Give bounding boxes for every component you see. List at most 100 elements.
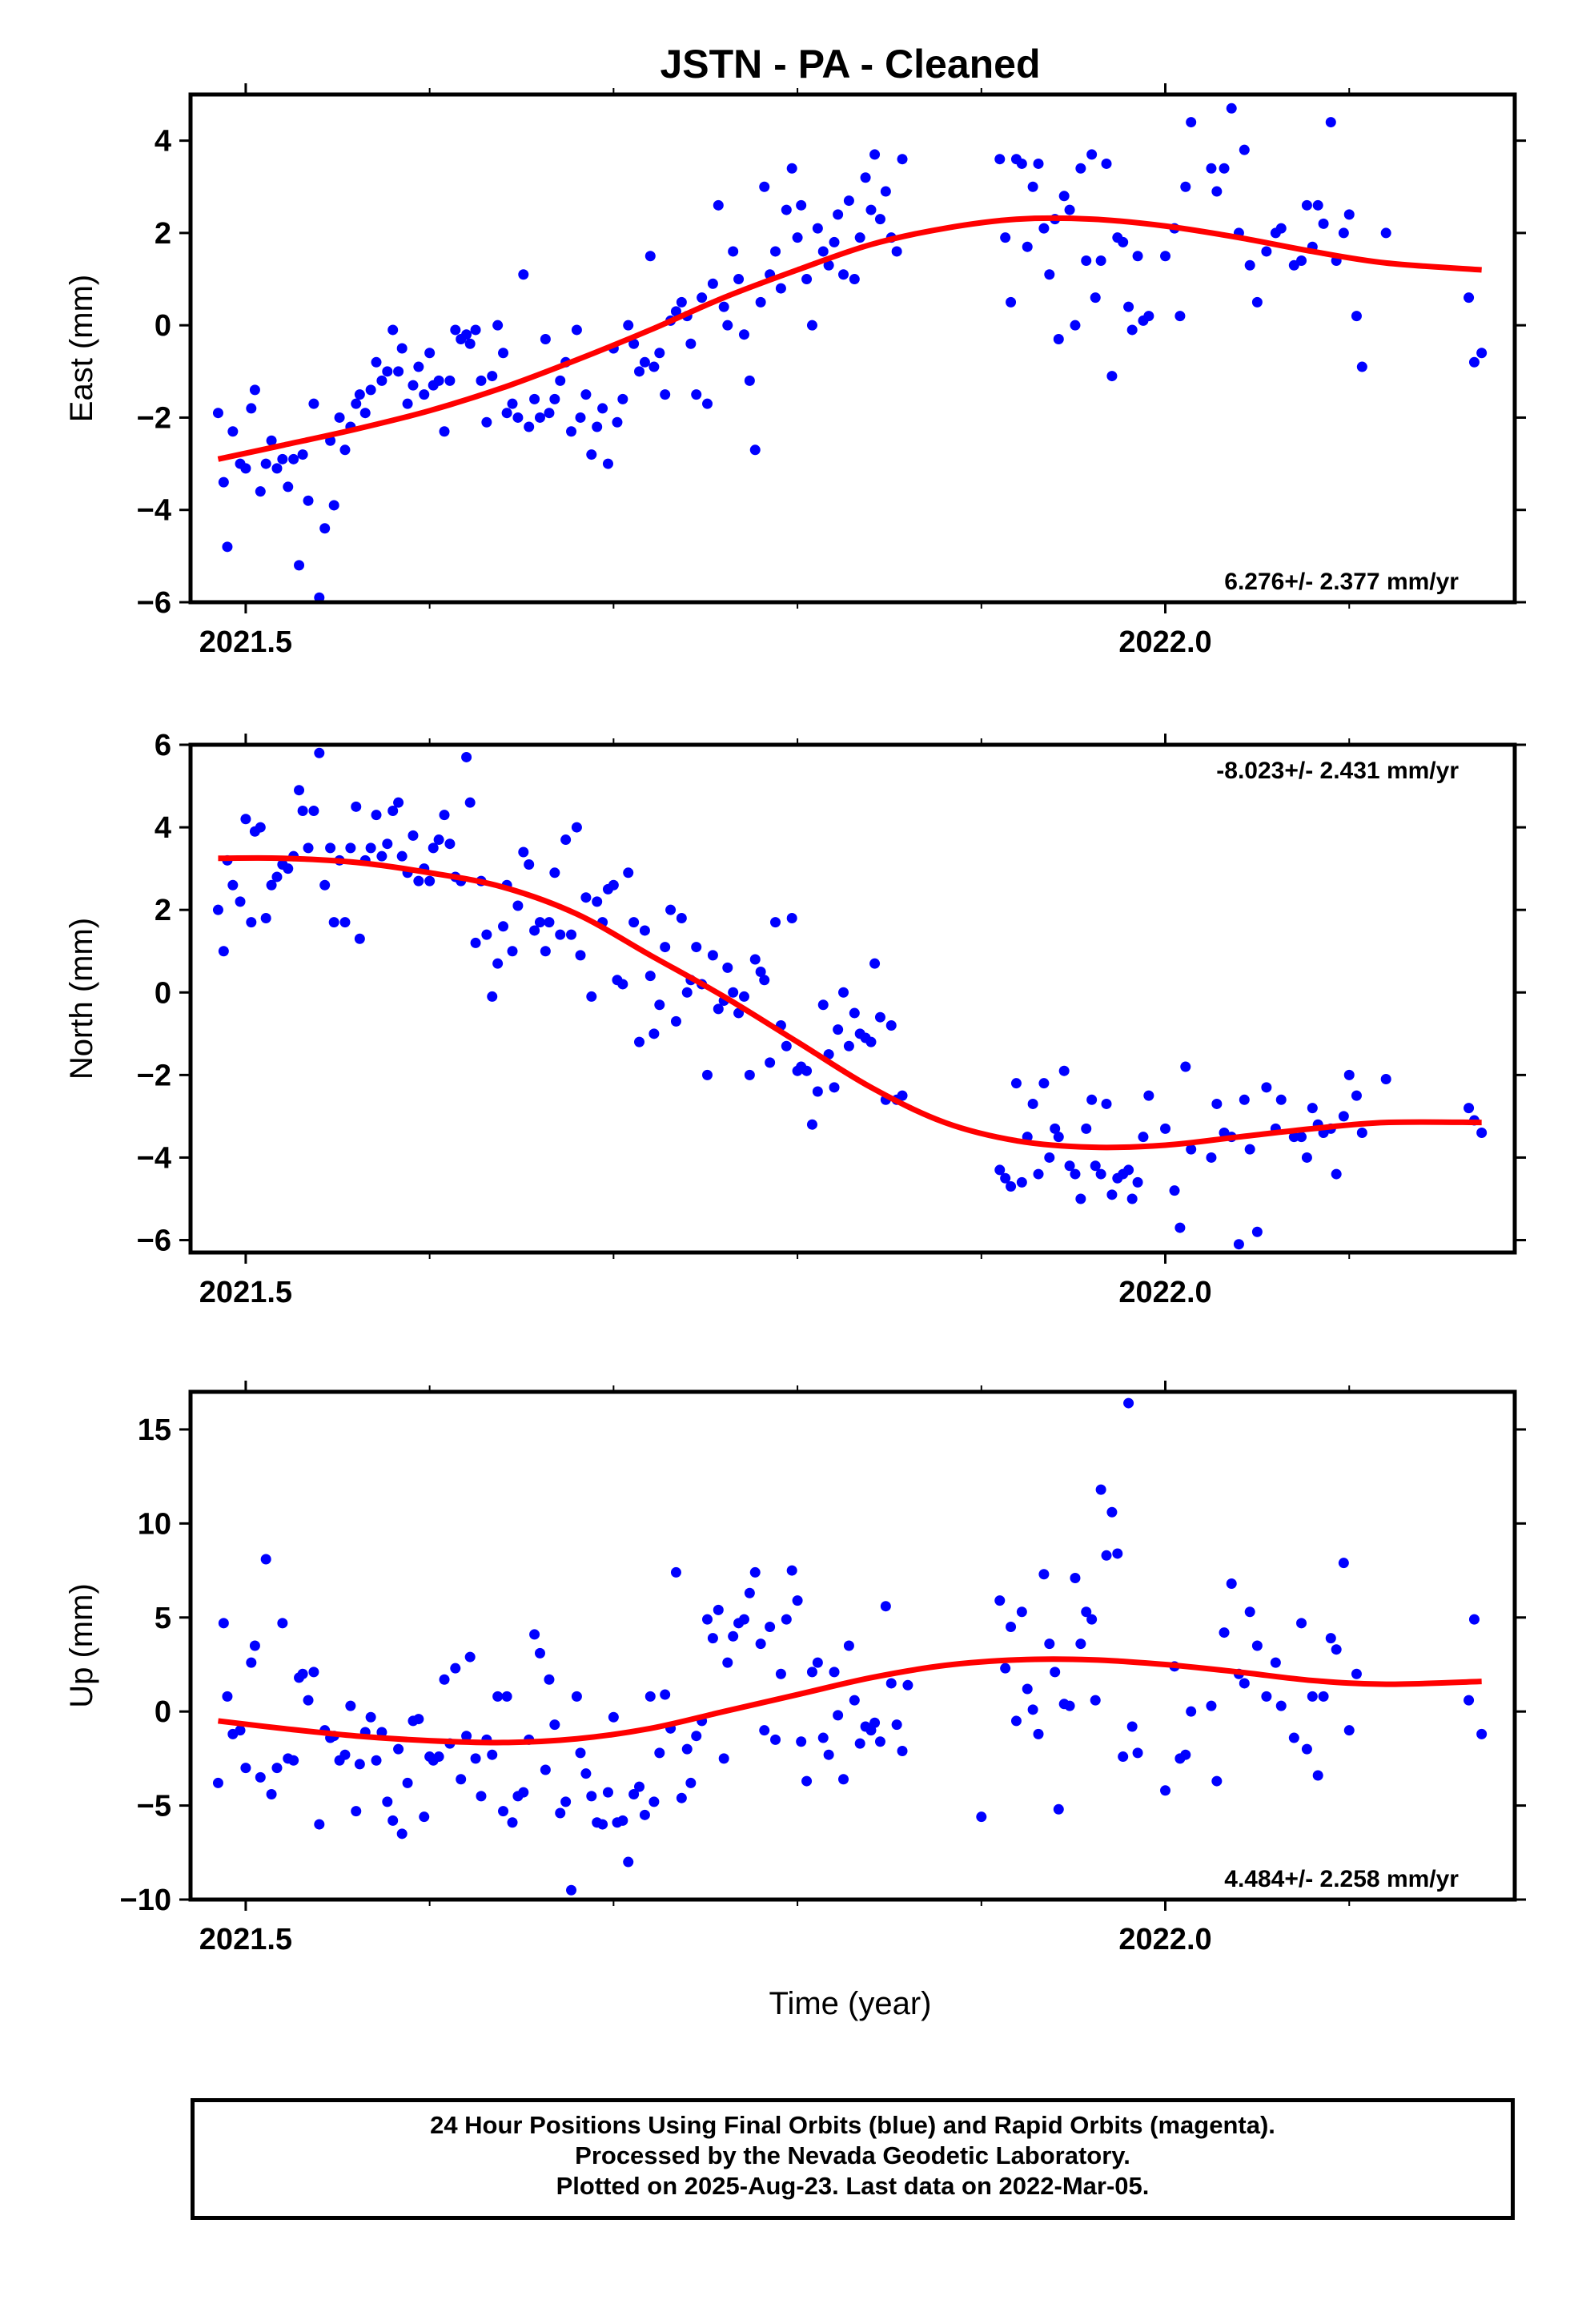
fit-curve [217,215,1482,462]
data-point [749,954,761,965]
data-point [518,1787,529,1798]
data-point [1006,1181,1017,1192]
data-point [246,1657,257,1668]
data-point [1261,1082,1272,1093]
data-point [222,541,233,553]
data-point [874,1736,885,1747]
data-point [1112,1548,1123,1559]
data-point [555,1807,566,1819]
data-point [498,348,509,359]
data-point [365,1711,376,1723]
data-point [823,1749,834,1760]
data-point [1106,371,1118,382]
data-point [354,1759,365,1770]
data-point [212,904,223,915]
data-point [354,389,365,400]
data-point [994,154,1006,165]
data-point [1081,1123,1092,1134]
data-point [351,801,362,812]
data-point [461,751,472,762]
data-point [481,416,492,428]
data-point [1132,1176,1143,1188]
data-point [644,971,656,982]
data-point [586,1791,597,1802]
data-point [255,486,266,497]
data-point [1343,209,1355,220]
data-point [1016,1606,1027,1618]
data-point [843,1640,854,1651]
data-point [749,444,761,456]
data-point [345,842,356,854]
data-point [644,1691,656,1702]
data-point [854,232,865,243]
data-point [1468,1614,1480,1625]
data-point [713,1003,724,1015]
data-point [1211,1775,1223,1787]
y-tick-label: 0 [155,1695,171,1729]
data-point [476,1791,487,1802]
data-point [786,163,797,174]
data-point [843,1040,854,1051]
data-point [1075,163,1086,174]
data-point [1095,255,1106,266]
data-point [897,1745,908,1756]
data-point [1081,255,1092,266]
data-point [849,1007,860,1019]
y-tick-label: 2 [155,217,171,251]
data-point [792,1595,803,1606]
data-point [439,1674,450,1685]
data-point [1050,1123,1061,1134]
data-point [1033,1728,1044,1739]
data-point [1000,1663,1011,1674]
data-point [1296,255,1307,266]
data-point [628,917,640,928]
data-point [1301,1152,1312,1163]
data-point [586,991,597,1002]
data-point [555,375,566,386]
data-point [308,398,319,409]
data-point [487,371,498,382]
data-point [319,523,331,534]
data-point [1356,361,1367,372]
data-point [1331,1644,1342,1655]
data-point [339,1749,351,1760]
data-point [781,1614,792,1625]
data-point [1464,1695,1475,1706]
data-point [371,1755,382,1766]
data-point [1244,1144,1255,1155]
data-point [288,1755,299,1766]
data-point [681,987,693,998]
data-point [597,1819,608,1830]
data-point [759,181,770,192]
data-point [681,1743,693,1755]
data-point [260,912,271,923]
data-point [1219,163,1230,174]
data-point [529,925,540,936]
data-point [470,1753,481,1764]
data-point [1343,1069,1355,1080]
data-point [382,1796,393,1807]
panel-north: 2021.5 2022.0 −6 −4 −2 0 2 4 6 -8.023+/- 2.431 mm… [64,729,1526,1309]
data-point [1186,1706,1197,1717]
y-tick-label: 15 [138,1413,171,1447]
data-point [1301,1743,1312,1755]
data-point [722,1657,733,1668]
data-point [1010,1715,1022,1727]
data-point [507,946,518,957]
data-point [702,398,713,409]
data-point [718,301,729,312]
data-point [266,1789,277,1800]
data-point [1123,1164,1134,1176]
data-point [461,1731,472,1742]
data-point [1186,117,1197,128]
data-point [586,449,597,460]
data-point [665,904,677,915]
data-point [1338,1111,1349,1122]
data-point [1296,1132,1307,1143]
data-point [654,348,665,359]
data-point [1261,1691,1272,1702]
data-point [402,1777,413,1788]
data-point [1038,1569,1050,1580]
data-point [623,1856,634,1868]
data-point [759,975,770,986]
